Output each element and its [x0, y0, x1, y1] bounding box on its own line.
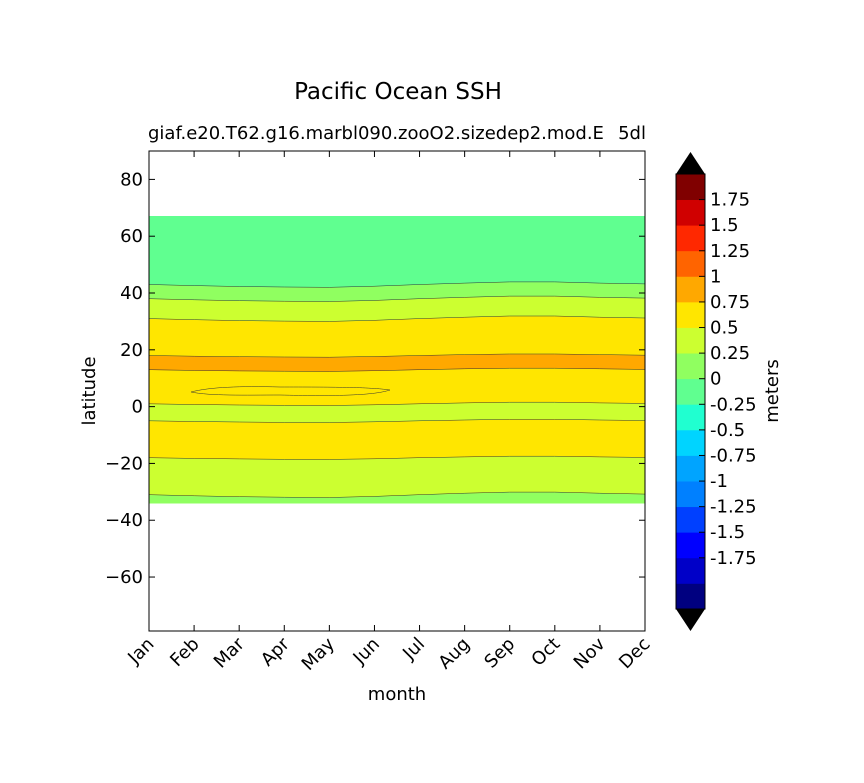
x-tick-label: Aug [434, 634, 474, 674]
colorbar-tick-label: 1.25 [710, 241, 750, 262]
y-axis-label: latitude [79, 356, 100, 425]
contour-island [190, 386, 391, 396]
contour-line [148, 281, 646, 288]
colorbar-segment [676, 225, 705, 252]
x-tick-label: Sep [480, 634, 519, 673]
x-tick-label: Jun [349, 634, 384, 669]
colorbar-tick-label: -0.25 [710, 394, 757, 415]
colorbar: 1.75 1.5 1.25 1 0.75 0.5 0.25 0 -0.25 -0.5 -0.75 -1… [675, 152, 757, 631]
x-tick-label: Feb [166, 634, 203, 671]
colorbar-segment [676, 250, 705, 277]
x-tick-label: Dec [615, 634, 654, 673]
contour-line [148, 455, 646, 460]
contour-band [148, 455, 646, 498]
contour-band [148, 367, 646, 406]
contour-band [148, 315, 646, 358]
x-tick-label: Apr [257, 633, 294, 670]
contour-line [148, 315, 646, 322]
colorbar-segment [676, 301, 705, 328]
colorbar-tick-label: 0.5 [710, 318, 739, 339]
colorbar-tick-label: -1.5 [710, 522, 745, 543]
contour-line [148, 295, 646, 302]
contour-band [148, 216, 646, 288]
colorbar-tick-label: 0 [710, 369, 721, 390]
contour-band [148, 418, 646, 460]
colorbar-tick-label: -1 [710, 471, 728, 492]
chart-title: Pacific Ocean SSH [294, 79, 502, 105]
y-tick-label: 0 [132, 397, 143, 418]
colorbar-tick-label: 1.75 [710, 190, 750, 211]
colorbar-segment [676, 455, 705, 482]
colorbar-segment [676, 557, 705, 584]
colorbar-tick-label: -0.75 [710, 445, 757, 466]
colorbar-segment [676, 404, 705, 431]
x-tick-label: Jan [123, 634, 158, 669]
y-tick-label: −60 [105, 567, 143, 588]
colorbar-label: meters [762, 359, 783, 423]
colorbar-segment [676, 481, 705, 508]
contour-line [148, 353, 646, 358]
colorbar-segment [676, 532, 705, 559]
y-tick-label: −40 [105, 510, 143, 531]
chart-subtitle-right: 5dl [618, 123, 646, 144]
y-tick-label: 80 [120, 169, 143, 190]
y-tick-label: 60 [120, 226, 143, 247]
colorbar-segment [676, 353, 705, 380]
contour-lines [148, 281, 646, 498]
colorbar-segment [676, 327, 705, 354]
colorbar-tick-label: -1.75 [710, 548, 757, 569]
colorbar-segment [676, 378, 705, 405]
contour-line [148, 491, 646, 498]
contour-field [148, 216, 646, 504]
chart-subtitle: giaf.e20.T62.g16.marbl090.zooO2.sizedep2… [148, 123, 604, 144]
colorbar-frame [675, 173, 706, 610]
colorbar-segment [676, 583, 705, 610]
x-axis-label: month [368, 684, 426, 705]
x-tick-label: May [298, 633, 339, 674]
x-tick-label: Jul [398, 634, 429, 665]
colorbar-tick-label: -0.5 [710, 420, 745, 441]
contour-line [148, 401, 646, 406]
plot-frame [148, 150, 646, 632]
x-tick-label: Nov [570, 633, 610, 673]
colorbar-extend-low [676, 609, 705, 631]
contour-line [148, 367, 646, 372]
y-tick-label: −20 [105, 453, 143, 474]
colorbar-segment [676, 174, 705, 200]
contour-line [148, 419, 646, 423]
colorbar-tick-label: 1.5 [710, 215, 739, 236]
y-axis: 80 60 40 20 0 −20 −40 −60 [105, 169, 645, 588]
colorbar-tick-label: -1.25 [710, 497, 757, 518]
colorbar-segment [676, 276, 705, 303]
colorbar-tick-label: 1 [710, 266, 721, 287]
y-tick-label: 20 [120, 340, 143, 361]
colorbar-segment [676, 429, 705, 456]
x-tick-label: Mar [210, 633, 249, 672]
colorbar-segment [676, 506, 705, 533]
colorbar-tick-label: 0.75 [710, 292, 750, 313]
colorbar-tick-label: 0.25 [710, 343, 750, 364]
x-tick-label: Oct [527, 634, 564, 671]
colorbar-segment [676, 199, 705, 226]
colorbar-extend-high [676, 152, 705, 174]
y-tick-label: 40 [120, 283, 143, 304]
